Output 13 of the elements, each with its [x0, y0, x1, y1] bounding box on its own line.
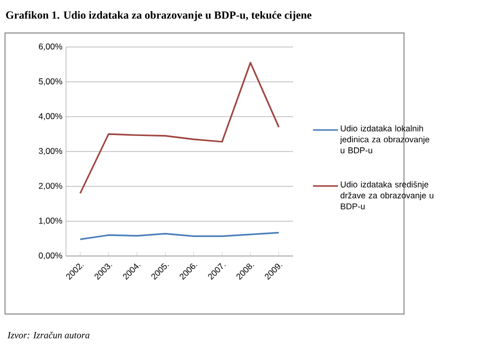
- y-tick-label: 5,00%: [38, 78, 62, 86]
- line-series: [79, 62, 280, 194]
- y-tick-label: 2,00%: [38, 182, 62, 190]
- y-tick-label: 0,00%: [38, 252, 62, 260]
- legend-label: Udio izdataka središnje države za obrazovanje u BDP-u: [340, 181, 434, 210]
- y-tick-label: 4,00%: [38, 113, 62, 120]
- legend-label: Udio izdataka lokalnih jedinica za obrazovanje u BDP-u: [340, 125, 430, 154]
- line-series: [79, 232, 280, 240]
- y-tick-label: 3,00%: [38, 148, 62, 155]
- y-tick-label: 1,00%: [39, 218, 62, 225]
- text: Izvor: Izračun autora: [7, 332, 90, 338]
- y-tick-label: 6,00%: [38, 44, 62, 50]
- chart-title: Grafikon 1. Udio izdataka za obrazovanje u BDP-u, tekuće cijene: [6, 10, 312, 22]
